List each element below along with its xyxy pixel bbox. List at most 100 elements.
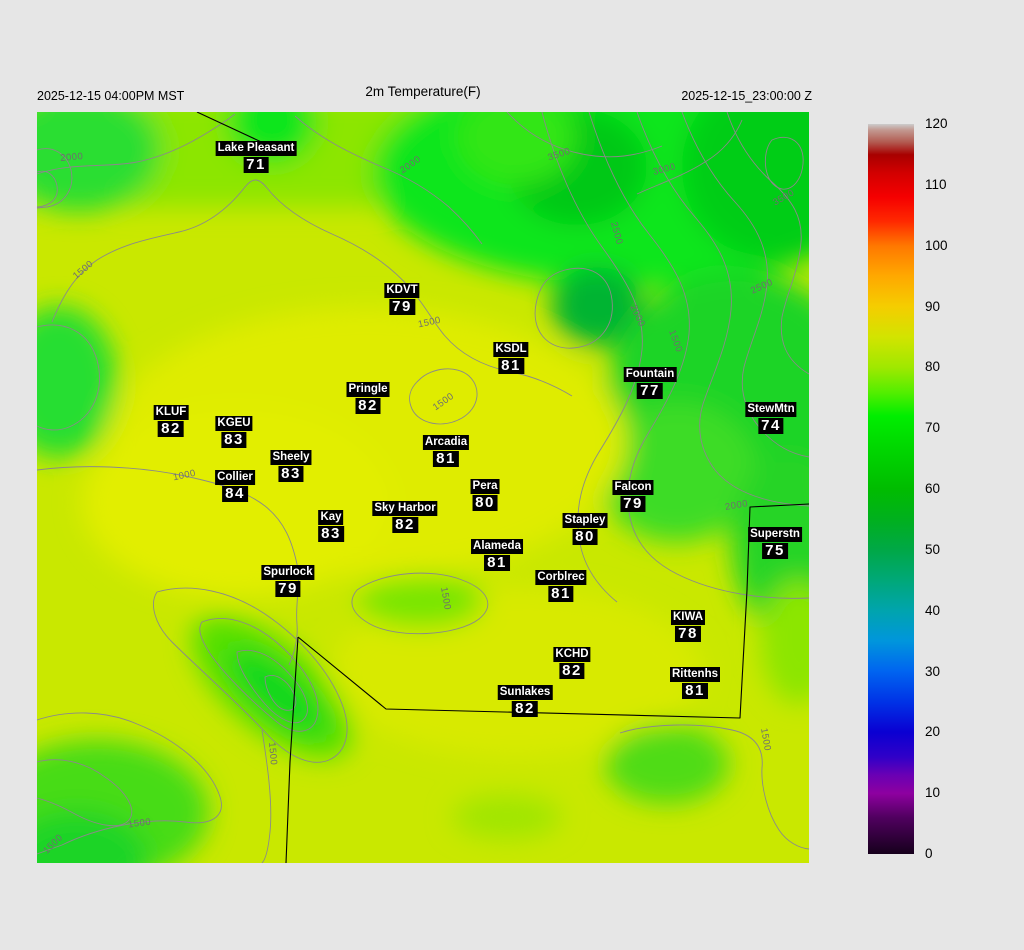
station-label: Collier 84	[215, 467, 255, 502]
temperature-colorbar	[868, 124, 914, 854]
station-temperature-value: 75	[762, 543, 788, 559]
station-name: KLUF	[153, 405, 189, 420]
station-label: Stapley 80	[562, 510, 608, 545]
station-temperature-value: 78	[675, 626, 701, 642]
station-name: Kay	[318, 510, 344, 525]
station-temperature-value: 82	[559, 663, 585, 679]
station-label: StewMtn 74	[745, 399, 797, 434]
colorbar-tick: 90	[925, 298, 941, 314]
colorbar-tick: 110	[925, 176, 947, 192]
station-name: Superstn	[748, 527, 802, 542]
station-name: Spurlock	[261, 565, 315, 580]
station-label: Fountain 77	[623, 364, 677, 399]
colorbar-tick: 10	[925, 785, 941, 801]
station-temperature-value: 77	[637, 383, 663, 399]
station-temperature-value: 81	[433, 451, 459, 467]
elevation-contour-label: 1500	[417, 315, 442, 331]
elevation-contour-label: 1500	[266, 742, 279, 766]
station-temperature-value: 74	[758, 418, 784, 434]
station-temperature-value: 81	[498, 358, 524, 374]
station-temperature-value: 79	[389, 299, 415, 315]
station-label: Sky Harbor 82	[372, 498, 438, 533]
station-observations: Lake Pleasant 71 KDVT 79 KSDL 81 Fountain 77 Pri…	[37, 112, 809, 863]
station-name: Sky Harbor	[372, 501, 438, 516]
station-label: Corblrec 81	[535, 567, 587, 602]
station-name: StewMtn	[745, 402, 797, 417]
station-name: KSDL	[493, 342, 529, 357]
station-name: Arcadia	[422, 435, 470, 450]
temperature-map: 2000 2000 3500 3000 3500 2500 1500 2500 2000 1500…	[37, 112, 809, 863]
station-label: Pera 80	[470, 476, 500, 511]
temperature-field-plot: 2000 2000 35003000350025001500250020001500…	[37, 112, 809, 863]
station-label: KLUF 82	[153, 402, 189, 437]
station-name: KDVT	[384, 283, 420, 298]
station-label: Arcadia 81	[422, 432, 470, 467]
station-temperature-value: 84	[222, 486, 248, 502]
station-name: Lake Pleasant	[215, 141, 297, 156]
station-temperature-value: 81	[682, 683, 708, 699]
colorbar-tick: 70	[925, 420, 941, 436]
station-name: KIWA	[670, 610, 706, 625]
elevation-contour-label: 1500	[438, 586, 453, 611]
station-name: Corblrec	[535, 570, 587, 585]
timestamp-local: 2025-12-15 04:00PM MST	[37, 89, 185, 103]
station-label: KGEU 83	[215, 413, 253, 448]
station-label: Falcon 79	[612, 477, 654, 512]
colorbar-tick: 20	[925, 724, 941, 740]
station-name: Sheely	[270, 450, 312, 465]
station-temperature-value: 83	[318, 526, 344, 542]
timestamp-utc: 2025-12-15_23:00:00 Z	[681, 89, 812, 103]
station-temperature-value: 83	[278, 466, 304, 482]
colorbar-tick: 60	[925, 481, 941, 496]
station-label: Sunlakes 82	[497, 682, 553, 717]
station-temperature-value: 81	[548, 586, 574, 602]
station-temperature-value: 79	[620, 496, 646, 512]
station-label: KIWA 78	[670, 607, 706, 642]
station-name: KGEU	[215, 416, 253, 431]
station-label: Superstn 75	[748, 524, 802, 559]
elevation-contour-label: 1500	[127, 816, 151, 830]
station-label: Pringle 82	[346, 379, 390, 414]
station-name: Alameda	[471, 539, 523, 554]
colorbar-tick: 0	[925, 846, 933, 861]
colorbar-tick: 120	[925, 116, 948, 131]
station-temperature-value: 80	[572, 529, 598, 545]
station-temperature-value: 83	[221, 432, 247, 448]
colorbar-tick: 30	[925, 663, 941, 679]
station-label: KDVT 79	[384, 280, 420, 315]
station-temperature-value: 82	[158, 421, 184, 437]
station-name: Pringle	[346, 382, 390, 397]
station-label: Lake Pleasant 71	[215, 138, 297, 173]
station-temperature-value: 81	[484, 555, 510, 571]
station-label: Alameda 81	[471, 536, 523, 571]
station-name: KCHD	[553, 647, 591, 662]
station-label: KCHD 82	[553, 644, 591, 679]
station-name: Pera	[470, 479, 500, 494]
elevation-contour-label: 2000	[60, 151, 84, 164]
colorbar-tick: 40	[925, 602, 941, 618]
elevation-contour-label: 1500	[758, 727, 773, 752]
station-label: Kay 83	[318, 507, 344, 542]
elevation-contour-label: 1000	[172, 468, 197, 484]
county-boundaries	[196, 112, 809, 863]
page-title: 2m Temperature(F)	[365, 84, 481, 99]
elevation-contour-label: 2000	[724, 498, 749, 513]
station-name: Sunlakes	[497, 685, 553, 700]
colorbar-tick: 50	[925, 541, 941, 557]
station-name: Stapley	[562, 513, 608, 528]
station-label: Spurlock 79	[261, 562, 315, 597]
station-name: Falcon	[612, 480, 654, 495]
station-name: Fountain	[623, 367, 677, 382]
colorbar-tick: 80	[925, 359, 941, 375]
station-temperature-value: 71	[243, 157, 269, 173]
colorbar-tick: 100	[925, 237, 948, 253]
station-label: Sheely 83	[270, 447, 312, 482]
elevation-contours	[37, 112, 809, 863]
station-temperature-value: 80	[472, 495, 498, 511]
station-temperature-value: 79	[275, 581, 301, 597]
station-temperature-value: 82	[355, 398, 381, 414]
station-temperature-value: 82	[512, 701, 538, 717]
temp-fill-blobs	[37, 112, 809, 863]
station-name: Rittenhs	[670, 667, 720, 682]
station-label: Rittenhs 81	[670, 664, 720, 699]
